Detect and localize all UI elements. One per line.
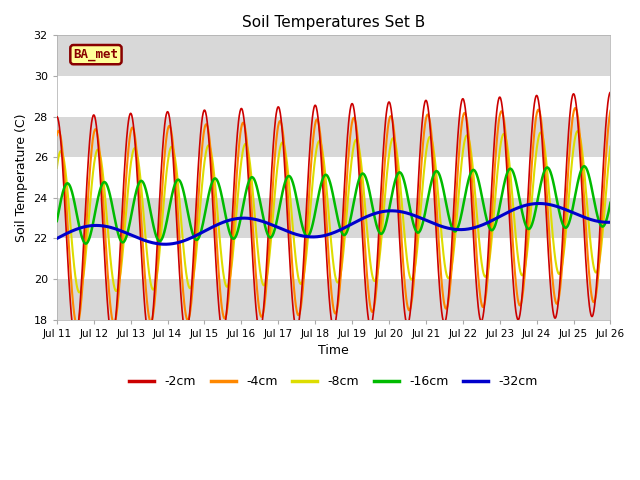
Bar (57, 279, 611, 320)
Y-axis label: Soil Temperature (C): Soil Temperature (C) (15, 113, 28, 242)
Bar (57, 36, 611, 76)
X-axis label: Time: Time (318, 344, 349, 357)
Legend: -2cm, -4cm, -8cm, -16cm, -32cm: -2cm, -4cm, -8cm, -16cm, -32cm (124, 370, 543, 393)
Bar (57, 157, 611, 198)
Bar (57, 117, 611, 157)
Title: Soil Temperatures Set B: Soil Temperatures Set B (242, 15, 425, 30)
Bar (57, 198, 611, 239)
Text: BA_met: BA_met (74, 48, 118, 61)
Bar (57, 239, 611, 279)
Bar (57, 76, 611, 117)
